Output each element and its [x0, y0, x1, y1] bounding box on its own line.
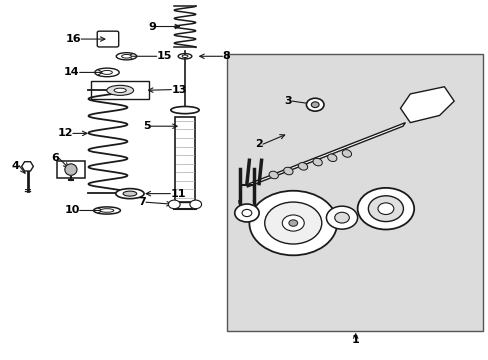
Ellipse shape — [95, 68, 119, 77]
Ellipse shape — [102, 71, 112, 75]
Ellipse shape — [327, 154, 336, 162]
Circle shape — [311, 102, 319, 108]
Ellipse shape — [114, 88, 126, 93]
FancyBboxPatch shape — [97, 31, 119, 47]
Polygon shape — [21, 162, 33, 171]
Text: 1: 1 — [351, 334, 359, 345]
Text: 3: 3 — [284, 96, 292, 106]
Circle shape — [288, 220, 297, 226]
Ellipse shape — [65, 164, 77, 175]
Text: 11: 11 — [170, 189, 185, 199]
Ellipse shape — [283, 167, 292, 175]
Circle shape — [168, 200, 180, 209]
Ellipse shape — [93, 207, 120, 214]
Text: 10: 10 — [64, 206, 80, 216]
Polygon shape — [246, 123, 405, 187]
Circle shape — [326, 206, 357, 229]
Ellipse shape — [106, 85, 133, 95]
Circle shape — [189, 200, 201, 209]
Ellipse shape — [116, 189, 144, 199]
Text: 6: 6 — [51, 153, 59, 163]
Ellipse shape — [178, 54, 191, 59]
Text: 14: 14 — [64, 67, 80, 77]
Circle shape — [367, 196, 403, 222]
Ellipse shape — [122, 54, 131, 58]
Polygon shape — [400, 87, 453, 123]
Text: 8: 8 — [222, 51, 230, 61]
Circle shape — [249, 191, 336, 255]
Circle shape — [282, 215, 304, 231]
Circle shape — [242, 210, 251, 217]
Ellipse shape — [268, 171, 278, 179]
Text: 13: 13 — [171, 85, 186, 95]
Circle shape — [234, 204, 259, 222]
Ellipse shape — [312, 158, 322, 166]
Circle shape — [306, 98, 324, 111]
Circle shape — [334, 212, 348, 223]
Text: 16: 16 — [65, 34, 81, 44]
Text: 9: 9 — [147, 22, 156, 32]
Ellipse shape — [116, 53, 137, 60]
Ellipse shape — [170, 107, 199, 114]
Circle shape — [357, 188, 413, 229]
Text: 4: 4 — [11, 161, 19, 171]
Text: 5: 5 — [143, 121, 151, 131]
Ellipse shape — [182, 55, 187, 58]
Bar — [175, 117, 194, 202]
Text: 12: 12 — [57, 129, 73, 138]
Polygon shape — [91, 81, 149, 99]
FancyBboxPatch shape — [57, 161, 85, 178]
Text: 2: 2 — [255, 139, 263, 149]
Text: 7: 7 — [138, 197, 146, 207]
Bar — [227, 54, 483, 330]
Circle shape — [264, 202, 321, 244]
Ellipse shape — [123, 191, 137, 196]
Ellipse shape — [298, 163, 307, 170]
Ellipse shape — [100, 209, 114, 212]
Text: 15: 15 — [157, 51, 172, 61]
Ellipse shape — [342, 150, 351, 157]
Circle shape — [377, 203, 393, 215]
